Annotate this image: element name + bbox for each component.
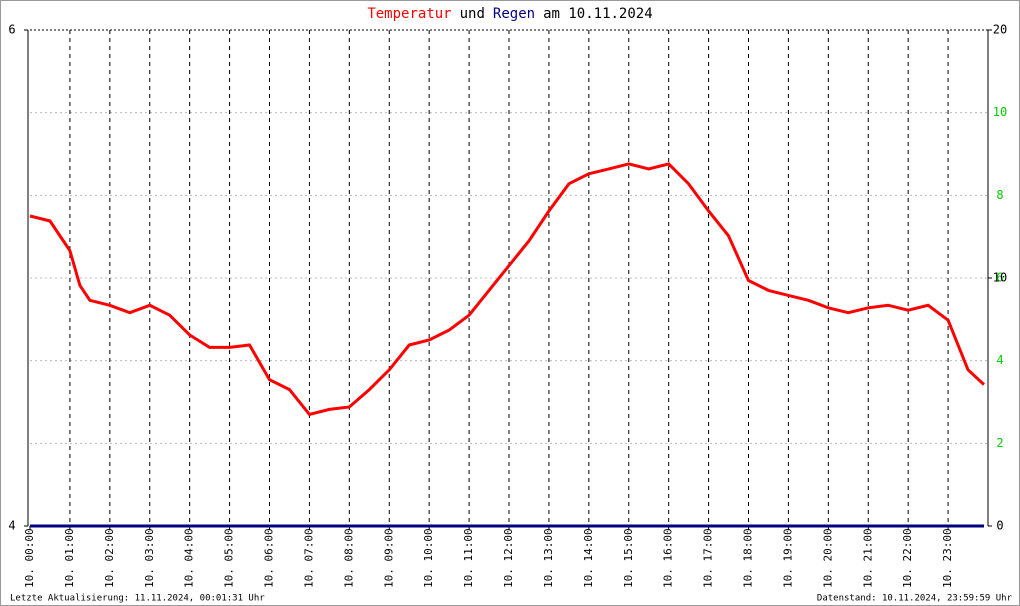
- x-tick-label: 10. 00:00: [23, 528, 36, 588]
- chart-title: Temperatur und Regen am 10.11.2024: [367, 6, 652, 22]
- x-tick-label: 10. 23:00: [941, 528, 954, 588]
- y3-tick-label: 2: [996, 436, 1003, 450]
- series-line: [29, 162, 986, 417]
- x-tick-label: 10. 09:00: [382, 528, 395, 588]
- x-tick-label: 10. 04:00: [183, 528, 196, 588]
- footer-right: Datenstand: 10.11.2024, 23:59:59 Uhr: [817, 594, 1013, 604]
- x-tick-label: 10. 12:00: [502, 528, 515, 588]
- x-tick-label: 10. 15:00: [622, 528, 635, 588]
- x-tick-label: 10. 14:00: [582, 528, 595, 588]
- x-tick-label: 10. 10:00: [422, 528, 435, 588]
- x-tick-label: 10. 11:00: [462, 528, 475, 588]
- x-tick-label: 10. 17:00: [702, 528, 715, 588]
- y2-tick-label: 20: [993, 23, 1007, 37]
- title-part: am 10.11.2024: [543, 6, 653, 22]
- x-tick-label: 10. 16:00: [662, 528, 675, 588]
- y3-tick-label: 8: [996, 188, 1003, 202]
- title-part: Regen: [493, 6, 535, 22]
- y2-tick-label: 0: [996, 519, 1003, 533]
- x-tick-label: 10. 06:00: [263, 528, 276, 588]
- y-tick-label: 4: [8, 519, 15, 533]
- y3-tick-label: 6: [996, 271, 1003, 285]
- x-tick-label: 10. 01:00: [63, 528, 76, 588]
- x-tick-label: 10. 05:00: [223, 528, 236, 588]
- y3-tick-label: 10: [993, 105, 1007, 119]
- y2-tick-label: 10: [993, 271, 1007, 285]
- x-tick-label: 10. 18:00: [742, 528, 755, 588]
- x-tick-label: 10. 20:00: [821, 528, 834, 588]
- title-part: und: [460, 6, 485, 22]
- y3-tick-label: 4: [996, 353, 1003, 367]
- y-tick-label: 6: [8, 23, 15, 37]
- title-part: Temperatur: [367, 6, 451, 22]
- x-tick-label: 10. 21:00: [861, 528, 874, 588]
- x-tick-label: 10. 07:00: [302, 528, 315, 588]
- x-tick-label: 10. 08:00: [342, 528, 355, 588]
- footer-left: Letzte Aktualisierung: 11.11.2024, 00:01…: [10, 594, 265, 604]
- x-tick-label: 10. 19:00: [781, 528, 794, 588]
- x-tick-label: 10. 13:00: [542, 528, 555, 588]
- x-tick-label: 10. 02:00: [103, 528, 116, 588]
- x-tick-label: 10. 03:00: [143, 528, 156, 588]
- x-tick-label: 10. 22:00: [901, 528, 914, 588]
